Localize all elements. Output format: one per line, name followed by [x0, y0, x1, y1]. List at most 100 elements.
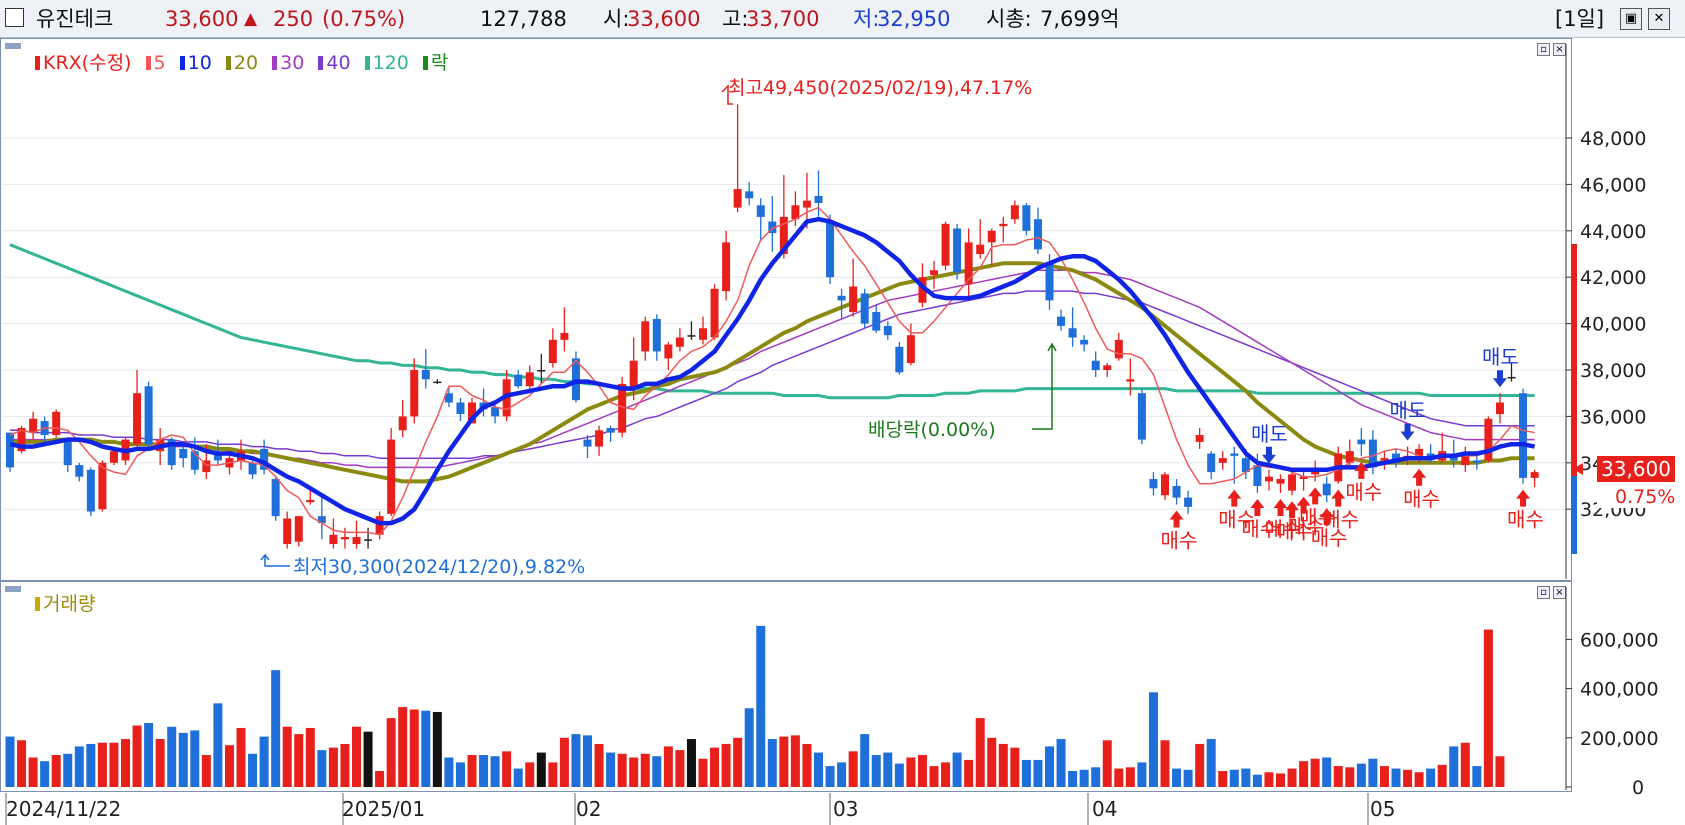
volume-bar	[1414, 772, 1424, 787]
candle-body	[98, 462, 107, 510]
sell-arrow-icon	[1261, 446, 1276, 464]
volume-bar	[802, 743, 812, 787]
volume-bar	[825, 766, 835, 787]
select-checkbox[interactable]	[5, 8, 24, 27]
sell-arrow-icon	[1400, 423, 1415, 441]
candle-body	[583, 439, 592, 447]
volume-bar	[490, 756, 500, 787]
volume-bar	[536, 752, 546, 787]
legend-ma5[interactable]: 5	[153, 52, 166, 74]
candle-body	[491, 407, 500, 417]
volume-bar	[767, 739, 777, 787]
legend-volume[interactable]: 거래량	[43, 593, 96, 615]
legend-krx[interactable]: KRX(수정)	[43, 52, 132, 74]
buy-signal-label: 매수	[1322, 508, 1359, 532]
candle-body	[571, 358, 580, 401]
current-price: 33,600	[165, 7, 239, 31]
candle-body	[179, 448, 188, 459]
candle-body	[849, 286, 858, 312]
candle-body	[514, 374, 523, 387]
volume-pane-maximize-icon[interactable]: ▫	[1537, 586, 1550, 599]
volume-bar	[1229, 769, 1239, 787]
candle-body	[953, 228, 962, 273]
volume-bar	[201, 755, 211, 787]
current-price-pointer-icon	[1573, 463, 1583, 475]
candle-body	[1022, 205, 1031, 231]
volume-bar	[1379, 766, 1389, 787]
candle-body	[364, 539, 373, 541]
candle-body	[144, 386, 153, 445]
volume-bar	[1195, 743, 1205, 787]
current-price-label: 33,600	[1601, 457, 1671, 481]
candle-body	[387, 439, 396, 514]
candle-body	[213, 453, 222, 461]
candle-body	[398, 416, 407, 431]
volume-bar	[375, 771, 385, 787]
buy-arrow-icon	[1227, 489, 1242, 507]
open-label: 시:	[603, 7, 630, 31]
legend-exdiv[interactable]: 락	[430, 52, 449, 74]
volume-bar	[698, 758, 708, 787]
volume-pane-grip-icon[interactable]	[5, 586, 21, 592]
candle-body	[1507, 376, 1516, 379]
volume-bar	[444, 757, 454, 787]
candle-body	[1264, 476, 1273, 482]
volume-bar	[1426, 768, 1436, 787]
legend-ma20-swatch	[225, 56, 231, 70]
sell-signal-label: 매도	[1390, 399, 1427, 423]
candle-body	[895, 346, 904, 373]
candle-body	[1530, 472, 1539, 478]
candle-body	[421, 370, 430, 380]
close-icon[interactable]: ✕	[1648, 8, 1670, 30]
candle-body	[1415, 448, 1424, 456]
legend-ma40[interactable]: 40	[326, 52, 351, 74]
current-pct-label: 0.75%	[1615, 486, 1675, 508]
volume-bar	[352, 726, 361, 787]
buy-signal-label: 매수	[1161, 529, 1198, 553]
ma10-series	[9, 216, 1536, 526]
buy-signal-label: 매수	[1241, 517, 1278, 541]
volume-bar	[271, 670, 281, 787]
volume-bar	[710, 747, 720, 787]
volume-bar	[1322, 757, 1332, 787]
buy-signal-label: 매수	[1507, 508, 1544, 532]
period-selector[interactable]: [1일]	[1555, 7, 1605, 31]
candle-body	[826, 221, 835, 278]
volume-bar	[502, 751, 512, 787]
volume-bar	[1160, 740, 1170, 787]
restore-icon[interactable]: ▣	[1620, 8, 1642, 30]
high-arrow-icon	[721, 84, 733, 105]
legend-ma20[interactable]: 20	[233, 52, 259, 74]
volume-bar	[167, 726, 177, 787]
stock-name[interactable]: 유진테크	[36, 7, 114, 31]
legend-ma10[interactable]: 10	[187, 52, 212, 74]
legend-ma120[interactable]: 120	[372, 52, 409, 74]
buy-signal-label: 매수	[1288, 515, 1325, 539]
pane-grip-icon[interactable]	[5, 43, 21, 49]
pane-maximize-icon[interactable]: ▫	[1537, 43, 1550, 56]
volume-bar	[987, 737, 997, 787]
current-price-box	[1597, 456, 1675, 482]
price-pane[interactable]: ▫ × KRX(수정) 5 10 20 30 40 120 락	[0, 38, 1572, 581]
buy-arrow-icon	[1354, 461, 1369, 479]
candle-body	[1080, 339, 1089, 345]
current-pct-box	[1597, 484, 1675, 508]
volume-bar	[1345, 767, 1355, 787]
candle-body	[294, 516, 303, 542]
buy-arrow-icon	[1331, 489, 1346, 507]
volume-bar	[1356, 763, 1366, 787]
candle-body	[1184, 497, 1193, 507]
legend-krx-swatch	[35, 56, 40, 70]
candle-body	[987, 230, 996, 243]
up-triangle-icon: ▲	[244, 9, 258, 29]
candle-body	[444, 393, 453, 403]
volume-bar	[1299, 761, 1309, 787]
volume-bar	[1114, 768, 1124, 787]
volume-bar	[640, 753, 650, 787]
volume-tick-label: 400,000	[1580, 679, 1659, 701]
candle-body	[468, 402, 476, 424]
volume-bar	[363, 731, 373, 787]
candle-body	[1241, 458, 1250, 473]
legend-ma30[interactable]: 30	[280, 52, 305, 74]
